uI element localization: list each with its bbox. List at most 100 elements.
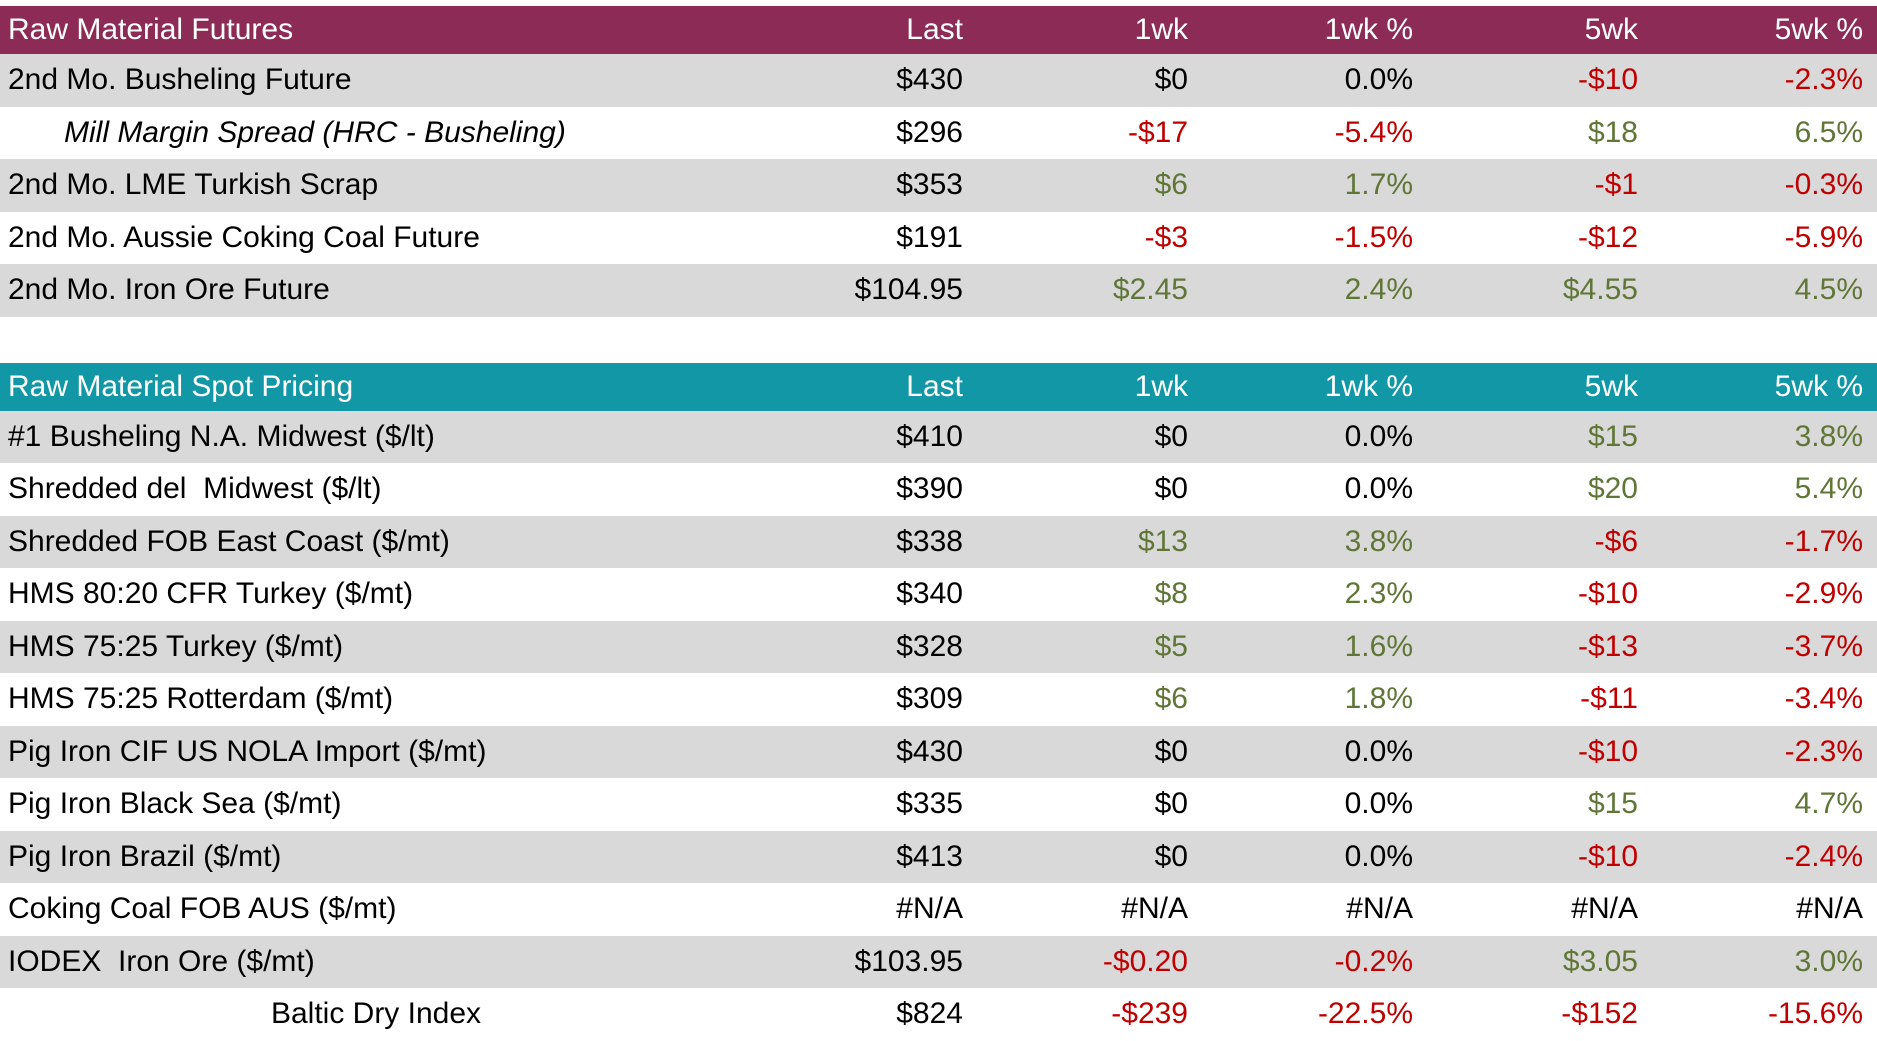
cell-last: $338 [896, 524, 963, 558]
row-label: Pig Iron CIF US NOLA Import ($/mt) [8, 734, 487, 768]
cell-5wk: -$152 [1561, 997, 1638, 1031]
table-row: Pig Iron Brazil ($/mt) $413 $0 0.0% -$10 -2.4… [0, 830, 1877, 883]
cell-last: $104.95 [854, 273, 963, 307]
cell-1wk-pct: 1.7% [1344, 168, 1413, 202]
cell-5wk-pct: -5.9% [1784, 220, 1863, 254]
cell-1wk: $13 [1137, 524, 1188, 558]
cell-5wk: -$10 [1577, 839, 1638, 873]
cell-1wk-pct: 0.0% [1344, 472, 1413, 506]
cell-5wk-pct: #N/A [1796, 892, 1863, 926]
table-row: Baltic Dry Index $824 -$239 -22.5% -$152 -15.… [0, 988, 1877, 1041]
row-label: Pig Iron Black Sea ($/mt) [8, 787, 342, 821]
cell-1wk-pct: -1.5% [1334, 220, 1413, 254]
cell-1wk: #N/A [1121, 892, 1188, 926]
cell-5wk-pct: 3.0% [1794, 944, 1863, 978]
cell-1wk: -$0.20 [1102, 944, 1188, 978]
cell-1wk-pct: -5.4% [1334, 115, 1413, 149]
row-label: HMS 80:20 CFR Turkey ($/mt) [8, 577, 414, 611]
table-gap [0, 316, 1877, 363]
row-label: 2nd Mo. Busheling Future [8, 63, 352, 97]
cell-5wk: -$1 [1594, 168, 1638, 202]
spot-pricing-table: Raw Material Spot Pricing Last 1wk 1wk %… [0, 362, 1877, 1041]
cell-last: $824 [896, 997, 963, 1031]
cell-5wk-pct: -2.3% [1784, 734, 1863, 768]
cell-1wk: $6 [1154, 682, 1188, 716]
table-row: #1 Busheling N.A. Midwest ($/lt) $410 $0 0.… [0, 410, 1877, 463]
cell-1wk-pct: 2.3% [1344, 577, 1413, 611]
cell-last: $103.95 [854, 944, 963, 978]
cell-5wk-pct: -15.6% [1767, 997, 1863, 1031]
cell-1wk-pct: -0.2% [1334, 944, 1413, 978]
row-label: 2nd Mo. LME Turkish Scrap [8, 168, 379, 202]
cell-1wk-pct: 0.0% [1344, 419, 1413, 453]
cell-1wk: -$3 [1144, 220, 1188, 254]
futures-col-header-last: Last [906, 13, 963, 46]
cell-last: $296 [896, 115, 963, 149]
cell-1wk-pct: -22.5% [1317, 997, 1413, 1031]
table-row: Shredded FOB East Coast ($/mt) $338 $13 3.8… [0, 515, 1877, 568]
table-row: Coking Coal FOB AUS ($/mt) #N/A #N/A #N/A #N… [0, 883, 1877, 936]
table-row: Shredded del Midwest ($/lt) $390 $0 0.0% $20… [0, 463, 1877, 516]
cell-5wk: #N/A [1571, 892, 1638, 926]
cell-1wk-pct: 2.4% [1344, 273, 1413, 307]
cell-5wk: $18 [1587, 115, 1638, 149]
cell-5wk-pct: 6.5% [1794, 115, 1863, 149]
cell-1wk-pct: 0.0% [1344, 787, 1413, 821]
spot-col-header-5wk: 5wk [1584, 369, 1638, 403]
table-row: Pig Iron Black Sea ($/mt) $335 $0 0.0% $15 4.… [0, 778, 1877, 831]
cell-1wk: $0 [1154, 734, 1188, 768]
row-label: Shredded del Midwest ($/lt) [8, 472, 382, 506]
table-row: 2nd Mo. Busheling Future $430 $0 0.0% -$10 -2… [0, 54, 1877, 107]
cell-last: $335 [896, 787, 963, 821]
spot-col-header-5wk-pct: 5wk % [1774, 369, 1863, 403]
cell-1wk: $2.45 [1112, 273, 1188, 307]
spot-col-header-1wk-pct: 1wk % [1324, 369, 1413, 403]
cell-5wk-pct: 4.5% [1794, 273, 1863, 307]
cell-1wk: $8 [1154, 577, 1188, 611]
cell-1wk-pct: 3.8% [1344, 524, 1413, 558]
futures-header-row: Raw Material Futures Last 1wk 1wk % 5wk … [0, 6, 1877, 54]
futures-col-header-5wk: 5wk [1584, 13, 1638, 46]
cell-5wk: -$10 [1577, 63, 1638, 97]
cell-5wk: -$11 [1580, 682, 1638, 716]
cell-last: $410 [896, 419, 963, 453]
cell-5wk: $20 [1587, 472, 1638, 506]
cell-last: $430 [896, 63, 963, 97]
cell-5wk-pct: 5.4% [1794, 472, 1863, 506]
cell-5wk: $4.55 [1562, 273, 1638, 307]
cell-last: $413 [896, 839, 963, 873]
cell-1wk: $0 [1154, 419, 1188, 453]
table-row: 2nd Mo. Iron Ore Future $104.95 $2.45 2.4% $… [0, 264, 1877, 317]
row-label: Pig Iron Brazil ($/mt) [8, 839, 282, 873]
row-label: 2nd Mo. Aussie Coking Coal Future [8, 220, 480, 254]
table-row: HMS 75:25 Rotterdam ($/mt) $309 $6 1.8% -$11… [0, 673, 1877, 726]
table-row: 2nd Mo. Aussie Coking Coal Future $191 -$3… [0, 212, 1877, 265]
cell-last: $430 [896, 734, 963, 768]
cell-5wk: -$10 [1577, 734, 1638, 768]
spot-header-row: Raw Material Spot Pricing Last 1wk 1wk %… [0, 362, 1877, 411]
cell-5wk-pct: -1.7% [1784, 524, 1863, 558]
futures-col-header-1wk-pct: 1wk % [1324, 13, 1413, 46]
table-row: HMS 75:25 Turkey ($/mt) $328 $5 1.6% -$13 -3.… [0, 620, 1877, 673]
cell-5wk: $15 [1587, 419, 1638, 453]
cell-5wk-pct: 4.7% [1794, 787, 1863, 821]
cell-last: $191 [896, 220, 963, 254]
cell-5wk-pct: -2.9% [1784, 577, 1863, 611]
cell-1wk: $0 [1154, 787, 1188, 821]
row-label: 2nd Mo. Iron Ore Future [8, 273, 330, 307]
cell-1wk: $0 [1154, 63, 1188, 97]
cell-last: $390 [896, 472, 963, 506]
row-label: Baltic Dry Index [270, 997, 482, 1031]
cell-5wk-pct: -0.3% [1784, 168, 1863, 202]
row-label: HMS 75:25 Rotterdam ($/mt) [8, 682, 394, 716]
cell-1wk-pct: #N/A [1346, 892, 1413, 926]
row-label: Mill Margin Spread (HRC - Busheling) [64, 115, 566, 149]
cell-last: $309 [896, 682, 963, 716]
cell-5wk: -$13 [1577, 629, 1638, 663]
table-row: HMS 80:20 CFR Turkey ($/mt) $340 $8 2.3% -$1… [0, 568, 1877, 621]
cell-5wk-pct: -3.4% [1784, 682, 1863, 716]
cell-5wk: $15 [1587, 787, 1638, 821]
table-row: 2nd Mo. LME Turkish Scrap $353 $6 1.7% -$1 -0… [0, 159, 1877, 212]
cell-last: $353 [896, 168, 963, 202]
